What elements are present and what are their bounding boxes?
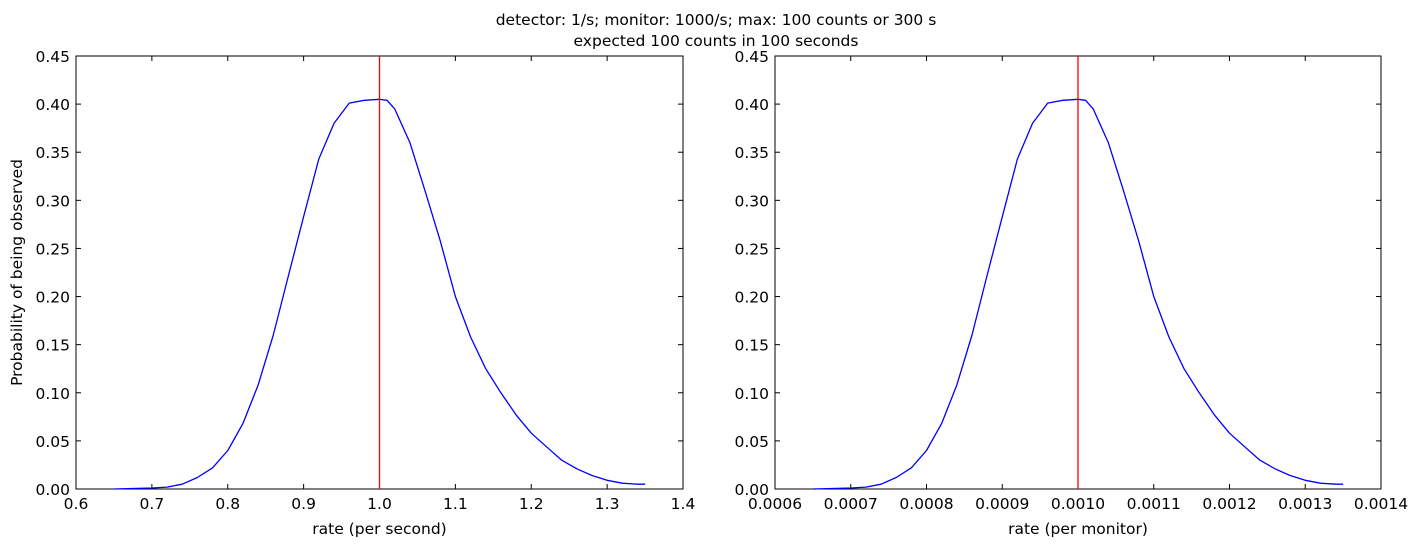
left-plot-panel: 0.6 0.7 0.8 0.9 1.0 1.1 1.2 1.3 1.4 0.00 0.05 0.10 0… xyxy=(8,48,695,538)
y-tick-label: 0.10 xyxy=(734,385,769,403)
probability-curve xyxy=(113,98,646,490)
x-tick-label: 1.1 xyxy=(443,495,468,513)
y-tick-label: 0.35 xyxy=(734,144,769,162)
x-tick-label: 0.0007 xyxy=(824,495,878,513)
probability-curve xyxy=(812,98,1344,490)
right-plot-panel: 0.0006 0.0007 0.0008 0.0009 0.0010 0.0011 0.00… xyxy=(734,48,1408,538)
x-tick-label: 0.0008 xyxy=(899,495,953,513)
x-tick-label: 0.0012 xyxy=(1202,495,1256,513)
y-tick-label: 0.40 xyxy=(35,96,70,114)
y-tick-label: 0.45 xyxy=(35,48,70,66)
y-tick-label: 0.25 xyxy=(35,240,70,258)
y-tick-label: 0.05 xyxy=(734,433,769,451)
y-axis-label: Probability of being observed xyxy=(8,159,26,386)
y-tick-label: 0.30 xyxy=(734,192,769,210)
y-tick-label: 0.15 xyxy=(35,337,70,355)
y-tick-label: 0.00 xyxy=(35,481,70,499)
y-tick-label: 0.10 xyxy=(35,385,70,403)
y-tick-label: 0.30 xyxy=(35,192,70,210)
y-tick-label: 0.45 xyxy=(734,48,769,66)
x-tick-label: 0.0010 xyxy=(1051,495,1105,513)
x-tick-label: 0.9 xyxy=(291,495,316,513)
x-tick-label: 0.0006 xyxy=(748,495,802,513)
x-tick-label: 0.8 xyxy=(215,495,240,513)
y-tick-label: 0.20 xyxy=(734,289,769,307)
x-tick-label: 0.7 xyxy=(140,495,165,513)
y-tick-label: 0.40 xyxy=(734,96,769,114)
x-axis-label: rate (per second) xyxy=(312,520,446,538)
y-tick-label: 0.35 xyxy=(35,144,70,162)
x-tick-label: 1.3 xyxy=(595,495,620,513)
x-tick-label: 1.2 xyxy=(519,495,544,513)
y-tick-label: 0.20 xyxy=(35,289,70,307)
y-tick-label: 0.00 xyxy=(734,481,769,499)
suptitle-line-2: expected 100 counts in 100 seconds xyxy=(574,32,859,50)
y-tick-label: 0.15 xyxy=(734,337,769,355)
x-tick-label: 0.0014 xyxy=(1354,495,1408,513)
y-tick-label: 0.05 xyxy=(35,433,70,451)
y-tick-label: 0.25 xyxy=(734,240,769,258)
x-tick-label: 0.0011 xyxy=(1127,495,1181,513)
x-tick-label: 0.0013 xyxy=(1278,495,1332,513)
x-tick-label: 1.4 xyxy=(671,495,696,513)
x-tick-label: 0.0009 xyxy=(975,495,1029,513)
x-tick-label: 0.6 xyxy=(64,495,89,513)
x-tick-label: 1.0 xyxy=(367,495,392,513)
x-axis-label: rate (per monitor) xyxy=(1008,520,1148,538)
suptitle-line-1: detector: 1/s; monitor: 1000/s; max: 100… xyxy=(496,11,937,29)
